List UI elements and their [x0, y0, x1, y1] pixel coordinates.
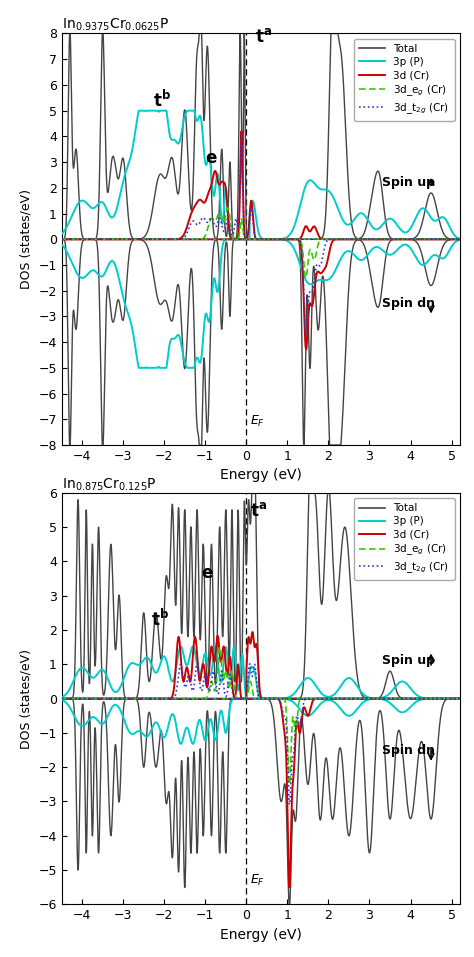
Y-axis label: DOS (states/eV): DOS (states/eV)	[20, 649, 33, 748]
Text: $E_F$: $E_F$	[250, 873, 264, 888]
X-axis label: Energy (eV): Energy (eV)	[220, 468, 301, 482]
Text: Spin dn: Spin dn	[382, 744, 435, 757]
Text: Spin dn: Spin dn	[382, 297, 435, 310]
Text: $\mathbf{e}$: $\mathbf{e}$	[205, 149, 218, 167]
Legend: Total, 3p (P), 3d (Cr), 3d_e$_g$ (Cr), 3d_t$_{2g}$ (Cr): Total, 3p (P), 3d (Cr), 3d_e$_g$ (Cr), 3…	[354, 498, 455, 580]
Text: Spin up: Spin up	[382, 176, 435, 189]
Text: $\mathbf{e}$: $\mathbf{e}$	[201, 564, 214, 582]
Text: $E_F$: $E_F$	[250, 413, 264, 429]
Text: $\mathbf{t^b}$: $\mathbf{t^b}$	[153, 89, 171, 111]
Text: In$_{0.9375}$Cr$_{0.0625}$P: In$_{0.9375}$Cr$_{0.0625}$P	[62, 17, 169, 33]
Text: $\mathbf{t^a}$: $\mathbf{t^a}$	[250, 502, 267, 521]
Y-axis label: DOS (states/eV): DOS (states/eV)	[20, 189, 33, 289]
Text: $\mathbf{t^a}$: $\mathbf{t^a}$	[255, 29, 272, 46]
Legend: Total, 3p (P), 3d (Cr), 3d_e$_g$ (Cr), 3d_t$_{2g}$ (Cr): Total, 3p (P), 3d (Cr), 3d_e$_g$ (Cr), 3…	[354, 38, 455, 121]
Text: $\mathbf{t^b}$: $\mathbf{t^b}$	[151, 609, 169, 630]
X-axis label: Energy (eV): Energy (eV)	[220, 927, 301, 942]
Text: Spin up: Spin up	[382, 655, 435, 667]
Text: In$_{0.875}$Cr$_{0.125}$P: In$_{0.875}$Cr$_{0.125}$P	[62, 477, 156, 493]
